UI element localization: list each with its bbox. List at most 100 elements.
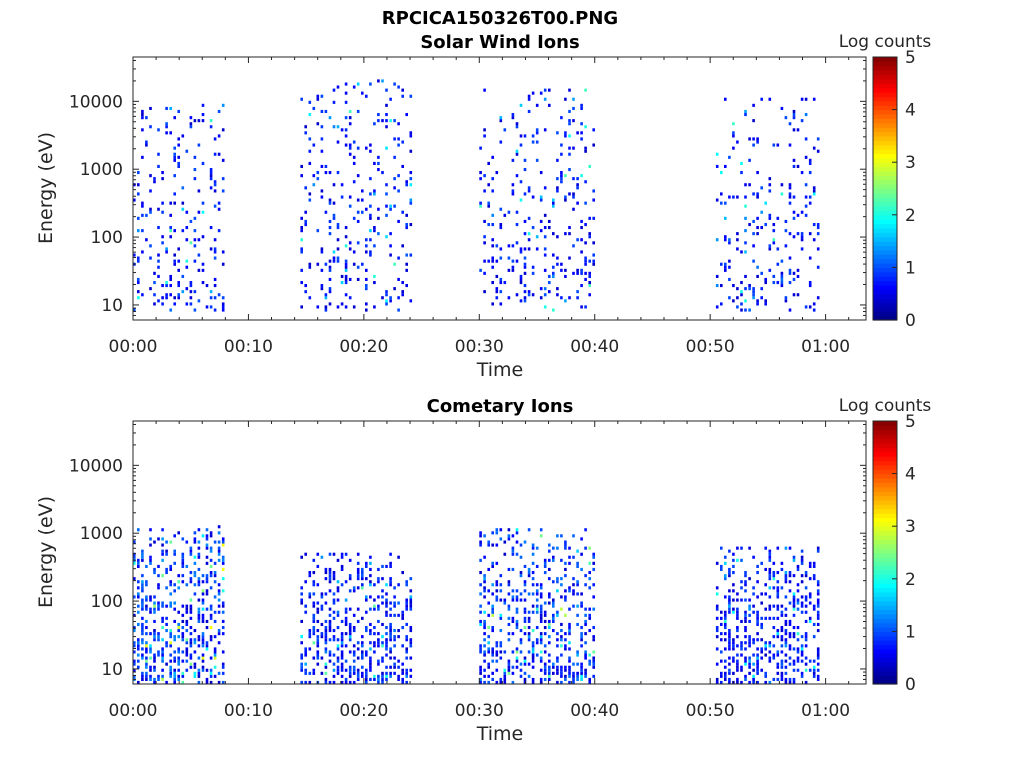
spectrogram-cell [397, 583, 400, 587]
spectrogram-cell [519, 638, 523, 642]
spectrogram-cell [149, 665, 152, 669]
spectrogram-cell [812, 635, 816, 639]
spectrogram-cell [788, 589, 792, 593]
spectrogram-cell [145, 580, 148, 584]
spectrogram-cell [181, 604, 185, 608]
spectrogram-cell [348, 607, 352, 611]
spectrogram-cell [756, 171, 759, 175]
spectrogram-cell [373, 244, 376, 248]
spectrogram-cell [511, 598, 515, 602]
spectrogram-cell [792, 116, 796, 120]
spectrogram-cell [312, 106, 316, 110]
spectrogram-cell [221, 103, 225, 107]
spectrogram-cell [728, 644, 731, 648]
spectrogram-cell [336, 238, 340, 242]
spectrogram-cell [405, 180, 408, 184]
spectrogram-cell [523, 632, 527, 636]
spectrogram-cell [483, 574, 486, 578]
spectrogram-cell [381, 656, 384, 660]
spectrogram-cell [352, 671, 356, 675]
spectrogram-cell [369, 665, 372, 669]
spectrogram-cell [385, 88, 388, 92]
colorbar-segment [873, 653, 897, 659]
spectrogram-cell [792, 635, 796, 639]
spectrogram-cell [193, 571, 197, 575]
spectrogram-cell [332, 100, 336, 104]
spectrogram-cell [804, 595, 808, 599]
spectrogram-cell [800, 659, 804, 663]
spectrogram-cell [499, 650, 503, 654]
spectrogram-cell [584, 271, 587, 275]
spectrogram-cell [720, 622, 723, 626]
spectrogram-cell [149, 256, 152, 260]
spectrogram-cell [173, 549, 176, 553]
spectrogram-cell [373, 604, 376, 608]
spectrogram-cell [381, 296, 384, 300]
spectrogram-cell [584, 277, 587, 281]
spectrogram-cell [157, 128, 160, 132]
spectrogram-cell [756, 619, 759, 623]
spectrogram-cell [161, 302, 164, 306]
spectrogram-cell [768, 659, 772, 663]
spectrogram-cell [320, 247, 324, 251]
spectrogram-cell [535, 604, 539, 608]
spectrogram-cell [479, 171, 482, 175]
spectrogram-cell [153, 180, 156, 184]
spectrogram-cell [137, 659, 140, 663]
colorbar-segment [873, 214, 897, 220]
spectrogram-cell [161, 616, 164, 620]
spectrogram-cell [377, 659, 380, 663]
colorbar-segment [873, 460, 897, 466]
spectrogram-cell [193, 674, 197, 678]
spectrogram-cell [312, 604, 316, 608]
spectrogram-cell [804, 183, 808, 187]
spectrogram-cell [356, 265, 360, 269]
spectrogram-cell [385, 119, 388, 123]
spectrogram-cell [584, 613, 587, 617]
spectrogram-cell [479, 268, 482, 272]
spectrogram-cell [588, 659, 591, 663]
spectrogram-cell [531, 604, 535, 608]
spectrogram-cell [584, 583, 587, 587]
spectrogram-cell [804, 113, 808, 117]
spectrogram-cell [300, 656, 303, 660]
spectrogram-cell [185, 638, 189, 642]
spectrogram-cell [344, 235, 348, 239]
spectrogram-cell [776, 632, 780, 636]
spectrogram-cell [173, 201, 176, 205]
spectrogram-cell [312, 580, 316, 584]
spectrogram-cell [531, 647, 535, 651]
spectrogram-cell [715, 626, 719, 630]
spectrogram-cell [177, 610, 180, 614]
spectrogram-cell [397, 189, 400, 193]
spectrogram-cell [543, 564, 547, 568]
spectrogram-cell [812, 622, 816, 626]
spectrogram-cell [181, 574, 185, 578]
spectrogram-cell [344, 632, 348, 636]
spectrogram-cell [548, 668, 551, 672]
spectrogram-cell [816, 223, 820, 227]
spectrogram-cell [201, 619, 205, 623]
spectrogram-cell [365, 146, 368, 150]
spectrogram-cell [780, 106, 784, 110]
spectrogram-cell [491, 629, 494, 633]
spectrogram-cell [209, 174, 213, 178]
spectrogram-cell [336, 247, 340, 251]
colorbar-segment [873, 591, 897, 597]
spectrogram-cell [548, 653, 551, 657]
spectrogram-cell [221, 308, 225, 312]
spectrogram-cell [133, 595, 136, 599]
spectrogram-cell [784, 653, 788, 657]
spectrogram-cell [213, 656, 217, 660]
spectrogram-cell [389, 583, 392, 587]
spectrogram-cell [209, 586, 213, 590]
spectrogram-cell [177, 629, 180, 633]
spectrogram-cell [552, 308, 555, 312]
spectrogram-cell [816, 583, 820, 587]
spectrogram-cell [193, 177, 197, 181]
spectrogram-cell [560, 607, 563, 611]
colorbar-segment [873, 434, 897, 440]
spectrogram-cell [580, 137, 583, 141]
panel-title: Cometary Ions [427, 396, 574, 417]
spectrogram-cell [197, 268, 201, 272]
